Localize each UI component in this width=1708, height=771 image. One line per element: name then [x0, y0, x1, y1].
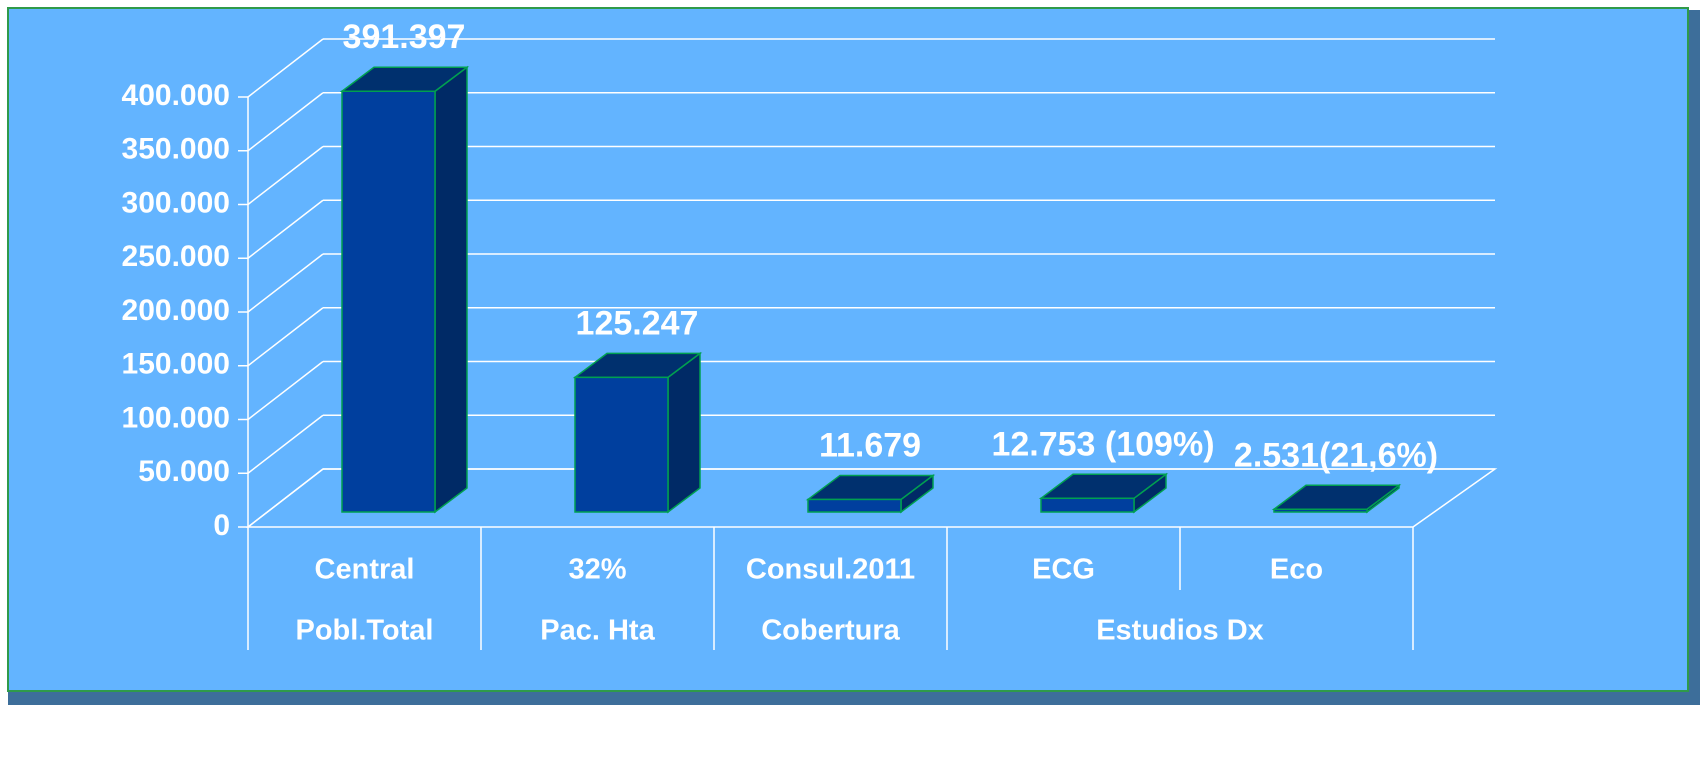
bar: [341, 90, 436, 513]
grid-line: [247, 360, 324, 421]
y-tick-label: 300.000: [122, 186, 230, 219]
group-label: Cobertura: [761, 615, 900, 647]
data-label: 2.531(21,6%): [1234, 436, 1438, 474]
y-tick-label: 50.000: [138, 455, 230, 488]
bar: [574, 376, 669, 513]
y-tick-label: 0: [213, 509, 230, 542]
group-label: Pac. Hta: [540, 615, 655, 647]
y-tick-label: 150.000: [122, 348, 230, 381]
grid-line: [247, 92, 324, 152]
data-label: 12.753 (109%): [991, 425, 1214, 463]
grid-line: [247, 307, 324, 367]
group-label: Estudios Dx: [1096, 615, 1264, 647]
bar-side: [667, 351, 701, 514]
grid-line: [247, 199, 324, 259]
grid-line: [247, 145, 324, 206]
bar: [807, 498, 902, 513]
x-tick-label: 32%: [568, 554, 626, 586]
data-label: 11.679: [819, 426, 921, 464]
bar-side: [434, 65, 468, 514]
plot: 0 50.000 100.000 150.000 200.000 250.000 300.0…: [122, 18, 1498, 650]
x-tick-label: ECG: [1032, 554, 1095, 586]
y-tick-label: 200.000: [122, 294, 230, 327]
bar: [1273, 508, 1368, 513]
grid-line: [247, 253, 324, 313]
x-tick-label: Central: [315, 554, 415, 586]
y-tick-label: 350.000: [122, 133, 230, 166]
data-label: 391.397: [343, 18, 466, 56]
bar: [1040, 497, 1135, 513]
group-label: Pobl.Total: [295, 615, 433, 647]
grid-line: [247, 468, 324, 528]
y-tick-label: 400.000: [122, 79, 230, 112]
grid-line: [247, 38, 324, 98]
x-tick-label: Eco: [1270, 554, 1323, 586]
data-label: 125.247: [576, 304, 699, 342]
y-tick-label: 250.000: [122, 240, 230, 273]
y-tick-label: 100.000: [122, 401, 230, 434]
grid-line: [247, 414, 324, 474]
x-tick-label: Consul.2011: [746, 554, 915, 586]
frame: [7, 7, 1689, 692]
